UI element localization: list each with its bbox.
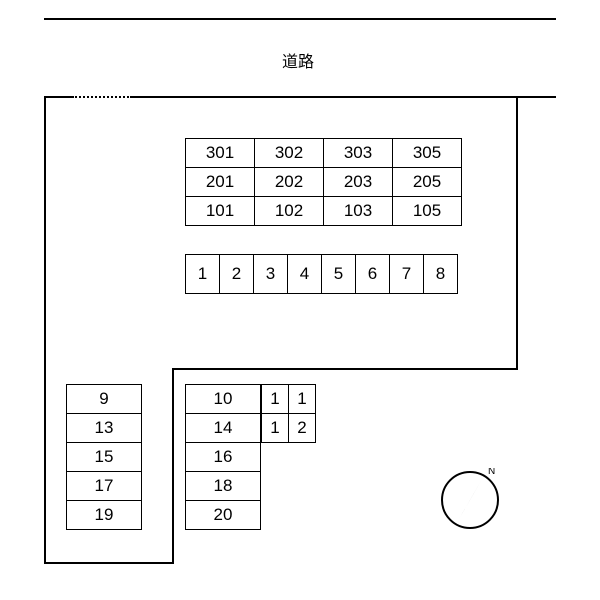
svg-text:N: N xyxy=(488,468,495,477)
road-label: 道路 xyxy=(282,48,314,72)
lot-cell: 1 xyxy=(261,384,289,414)
boundary-line xyxy=(44,18,556,20)
lot-cell: 103 xyxy=(323,196,393,226)
compass-icon: N xyxy=(438,468,502,532)
lot-cell: 17 xyxy=(66,471,142,501)
boundary-line xyxy=(172,368,174,562)
boundary-line xyxy=(44,96,72,98)
lot-cell: 302 xyxy=(254,138,324,168)
lot-cell: 7 xyxy=(389,254,424,294)
lot-cell: 201 xyxy=(185,167,255,197)
lot-cell: 1 xyxy=(261,413,289,443)
lot-cell: 2 xyxy=(288,413,316,443)
lot-cell: 14 xyxy=(185,413,261,443)
lot-cell: 18 xyxy=(185,471,261,501)
boundary-line xyxy=(44,96,46,562)
lot-cell: 3 xyxy=(253,254,288,294)
lot-cell: 305 xyxy=(392,138,462,168)
lot-cell: 1 xyxy=(288,384,316,414)
lot-cell: 202 xyxy=(254,167,324,197)
lot-cell: 4 xyxy=(287,254,322,294)
lot-cell: 1 xyxy=(185,254,220,294)
lot-cell: 16 xyxy=(185,442,261,472)
boundary-line xyxy=(72,96,132,98)
lot-cell: 5 xyxy=(321,254,356,294)
lot-cell: 10 xyxy=(185,384,261,414)
lot-cell: 6 xyxy=(355,254,390,294)
lot-cell: 101 xyxy=(185,196,255,226)
lot-cell: 203 xyxy=(323,167,393,197)
lot-cell: 102 xyxy=(254,196,324,226)
lot-cell: 20 xyxy=(185,500,261,530)
lot-cell: 19 xyxy=(66,500,142,530)
boundary-line xyxy=(172,368,518,370)
lot-cell: 13 xyxy=(66,413,142,443)
lot-cell: 2 xyxy=(219,254,254,294)
boundary-line xyxy=(44,562,174,564)
lot-cell: 205 xyxy=(392,167,462,197)
lot-cell: 301 xyxy=(185,138,255,168)
lot-cell: 15 xyxy=(66,442,142,472)
site-plan: 道路30130230330520120220320510110210310512… xyxy=(0,0,600,600)
lot-cell: 303 xyxy=(323,138,393,168)
lot-cell: 105 xyxy=(392,196,462,226)
boundary-line xyxy=(516,96,518,368)
lot-cell: 8 xyxy=(423,254,458,294)
lot-cell: 9 xyxy=(66,384,142,414)
boundary-line xyxy=(132,96,556,98)
